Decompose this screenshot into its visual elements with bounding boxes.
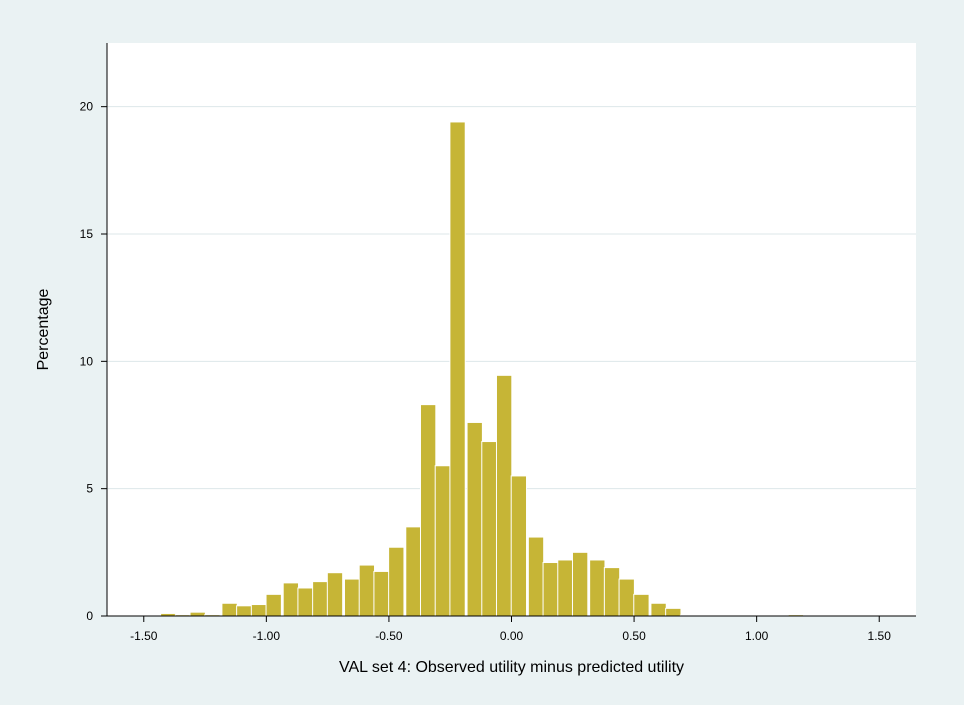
x-tick-label-1: -1.00 <box>253 629 281 643</box>
histogram-bar-11 <box>326 572 344 617</box>
histogram-bar-10 <box>312 581 329 617</box>
histogram-bar-12 <box>343 578 361 617</box>
histogram-bar-8 <box>282 582 300 617</box>
histogram-bar-2 <box>189 611 206 617</box>
bars <box>160 121 805 617</box>
y-axis-title: Percentage <box>35 288 52 370</box>
x-tick-label-5: 1.00 <box>745 629 769 643</box>
histogram-bar-19 <box>449 121 466 617</box>
y-tick-label-2: 10 <box>80 354 94 368</box>
histogram-bar-15 <box>388 546 405 617</box>
histogram-bar-21 <box>481 441 498 617</box>
y-tick-label-4: 20 <box>80 100 94 114</box>
x-tick-label-6: 1.50 <box>868 629 892 643</box>
x-tick-label-0: -1.50 <box>130 629 158 643</box>
histogram-bar-16 <box>405 526 422 617</box>
histogram-bar-4 <box>221 602 238 617</box>
histogram-bar-33 <box>665 607 682 617</box>
histogram-bar-30 <box>618 578 635 617</box>
histogram-bar-32 <box>650 602 667 617</box>
histogram-bar-27 <box>571 551 589 617</box>
histogram-bar-28 <box>589 559 606 617</box>
y-tick-label-3: 15 <box>80 227 94 241</box>
histogram-bar-23 <box>510 475 528 617</box>
x-tick-label-2: -0.50 <box>375 629 403 643</box>
histogram-bar-5 <box>236 605 253 617</box>
histogram-bar-26 <box>557 559 574 617</box>
y-tick-label-1: 5 <box>86 482 93 496</box>
histogram-bar-18 <box>434 465 452 617</box>
histogram-bar-22 <box>495 374 513 617</box>
histogram-bar-31 <box>633 593 650 617</box>
x-tick-label-3: 0.00 <box>500 629 524 643</box>
chart-frame: 0 5 10 15 20 -1.50 -1.00 -0.50 0.00 0.50 1.00 1.50 … <box>8 8 956 698</box>
histogram-bar-29 <box>603 567 621 617</box>
histogram-bar-20 <box>466 421 483 617</box>
histogram-bar-14 <box>373 570 390 617</box>
ticks: 0 5 10 15 20 -1.50 -1.00 -0.50 0.00 0.50 1.00 1.50 <box>80 100 892 643</box>
x-axis-title: VAL set 4: Observed utility minus predic… <box>339 659 684 676</box>
x-tick-label-4: 0.50 <box>622 629 646 643</box>
histogram-bar-9 <box>297 587 314 617</box>
histogram-bar-13 <box>358 564 376 617</box>
y-tick-label-0: 0 <box>86 609 93 623</box>
histogram-bar-17 <box>419 404 437 617</box>
histogram-bar-6 <box>250 604 268 617</box>
histogram-bar-24 <box>527 536 545 617</box>
histogram-bar-7 <box>265 593 282 617</box>
histogram-bar-25 <box>542 562 559 617</box>
